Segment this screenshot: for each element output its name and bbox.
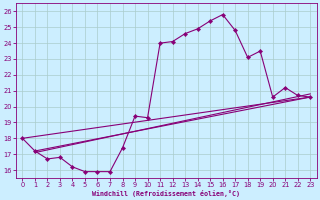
X-axis label: Windchill (Refroidissement éolien,°C): Windchill (Refroidissement éolien,°C) bbox=[92, 190, 240, 197]
